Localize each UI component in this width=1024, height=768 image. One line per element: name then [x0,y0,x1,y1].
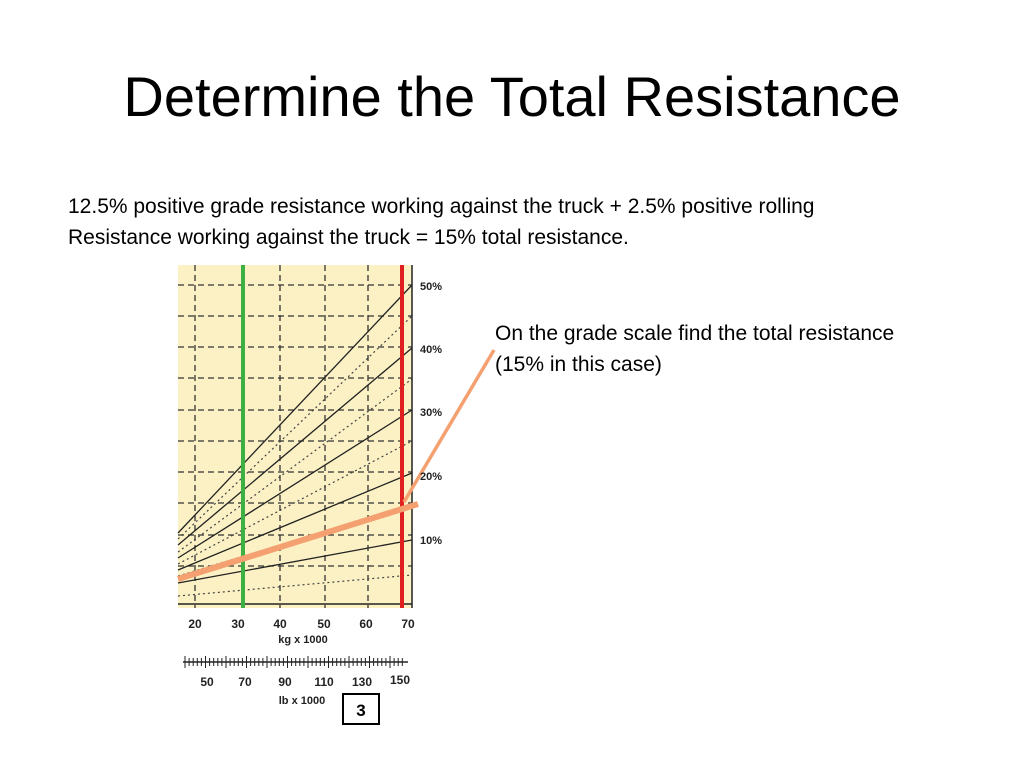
chart-background [178,265,412,608]
grade-lines [177,284,413,584]
grade-label-30: 30% [420,407,442,419]
lb-ruler-ticks [184,656,403,668]
kg-tick-50: 50 [317,617,331,631]
lb-tick-110: 110 [314,675,334,689]
slide-title: Determine the Total Resistance [123,65,901,128]
total-resistance-line [177,501,419,582]
lb-tick-90: 90 [278,675,292,689]
explanation-line-2: Resistance working against the truck = 1… [68,226,629,249]
callout-line-2: (15% in this case) [495,353,662,376]
kg-unit-label: kg x 1000 [278,634,328,646]
explanation-text: 12.5% positive grade resistance working … [68,191,998,253]
lb-tick-50: 50 [200,675,214,689]
kg-tick-70: 70 [401,617,415,631]
callout-text: On the grade scale find the total resist… [495,318,1015,380]
kg-tick-40: 40 [273,617,287,631]
callout-line-1: On the grade scale find the total resist… [495,322,895,345]
grade-label-40: 40% [420,344,442,356]
chart-number: 3 [356,701,365,720]
grade-label-50: 50% [420,281,442,293]
grade-label-10: 10% [420,535,442,547]
callout-pointer-line [402,349,496,503]
explanation-line-1: 12.5% positive grade resistance working … [68,195,815,218]
lb-tick-70: 70 [238,675,252,689]
kg-tick-20: 20 [188,617,202,631]
chart-number-box [342,693,380,725]
lb-tick-150: 150 [390,673,410,687]
lb-tick-130: 130 [352,675,372,689]
kg-tick-60: 60 [359,617,373,631]
kg-tick-30: 30 [231,617,245,631]
lb-unit-label: lb x 1000 [279,695,325,707]
grade-label-20: 20% [420,471,442,483]
